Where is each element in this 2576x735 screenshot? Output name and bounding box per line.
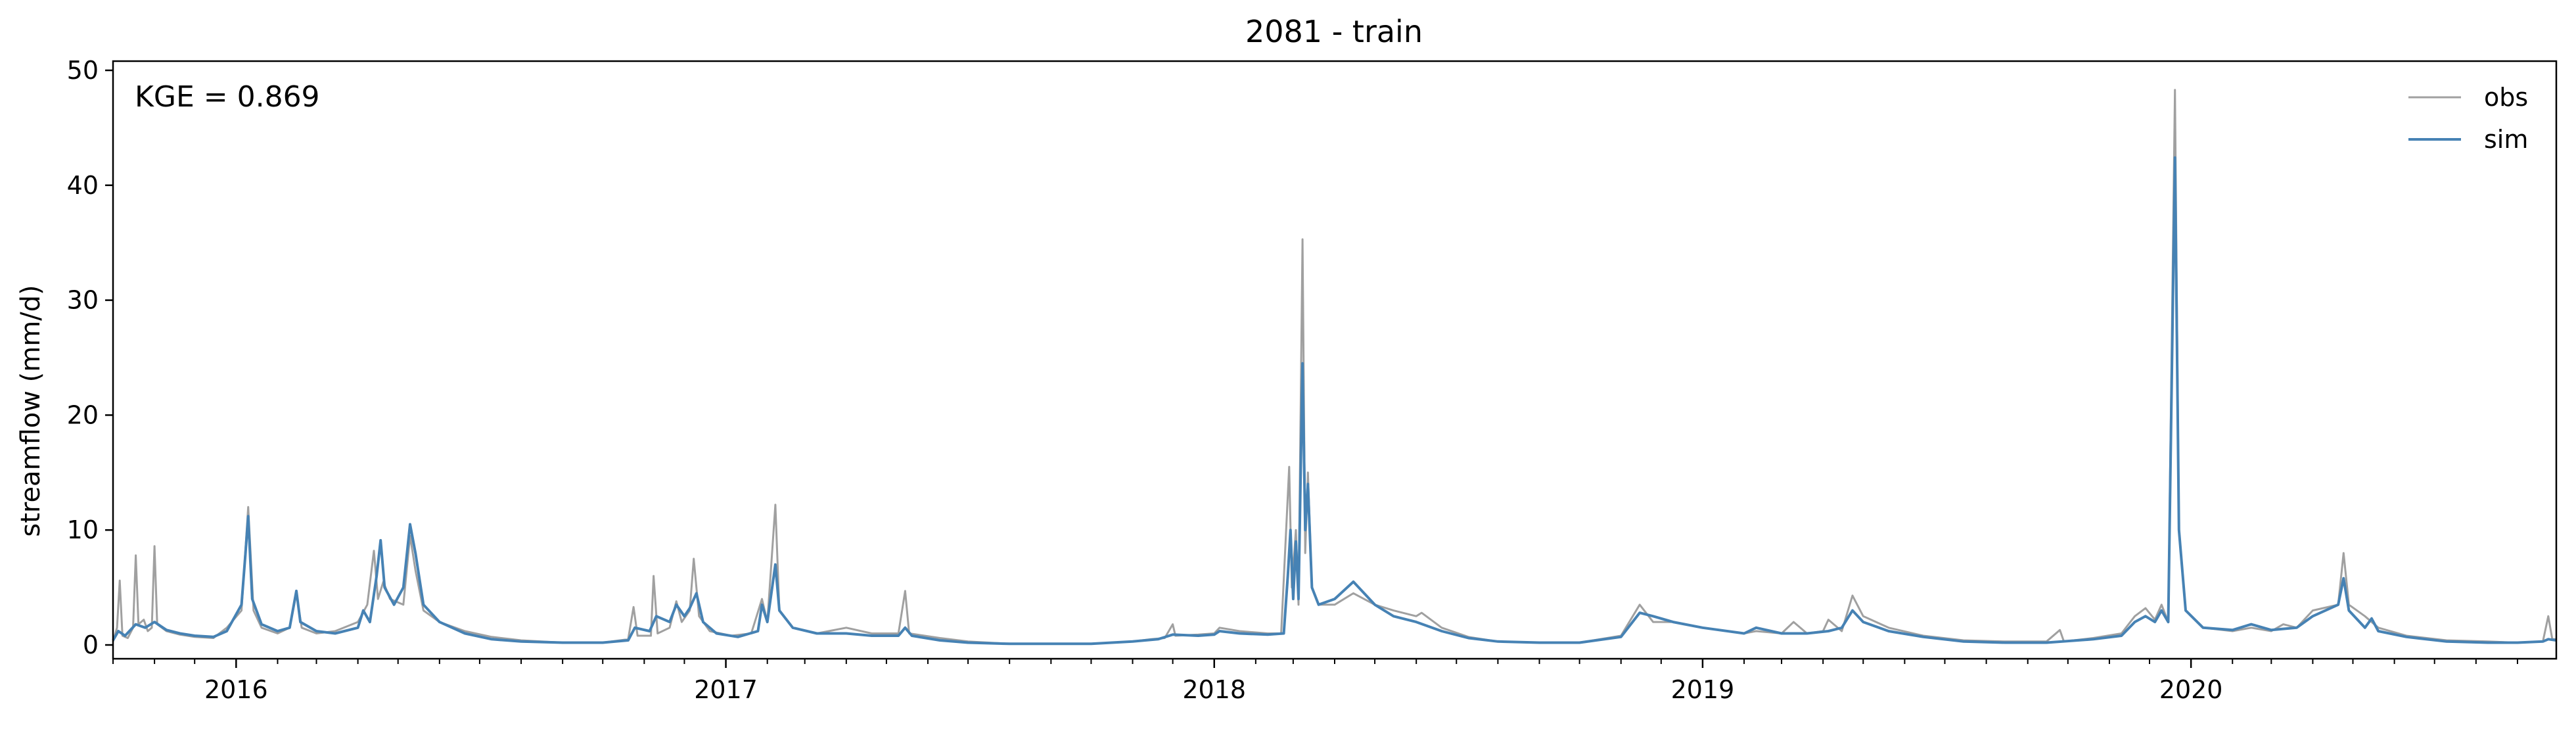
x-tick-label: 2016 (204, 675, 268, 704)
y-axis-label: streamflow (mm/d) (16, 285, 46, 536)
y-tick-label: 20 (67, 400, 99, 429)
legend-label-sim: sim (2484, 125, 2528, 154)
legend: obs sim (2408, 83, 2528, 154)
series-layer (112, 89, 2557, 646)
x-axis: 2016 2017 2018 2019 2020 (112, 659, 2518, 704)
series-line-obs (112, 89, 2556, 645)
kge-annotation: KGE = 0.869 (135, 80, 320, 114)
series-line-sim (112, 156, 2557, 646)
x-tick-label: 2018 (1182, 675, 1246, 704)
y-tick-label: 40 (67, 171, 99, 200)
y-tick-label: 0 (83, 630, 99, 659)
x-tick-label: 2020 (2159, 675, 2223, 704)
y-tick-label: 10 (67, 515, 99, 544)
chart-title: 2081 - train (1245, 14, 1423, 49)
x-tick-label: 2019 (1671, 675, 1735, 704)
y-axis: 0 10 20 30 40 50 (67, 56, 113, 659)
y-tick-label: 30 (67, 286, 99, 315)
legend-label-obs: obs (2484, 83, 2528, 112)
y-tick-label: 50 (67, 56, 99, 85)
x-tick-label: 2017 (694, 675, 758, 704)
